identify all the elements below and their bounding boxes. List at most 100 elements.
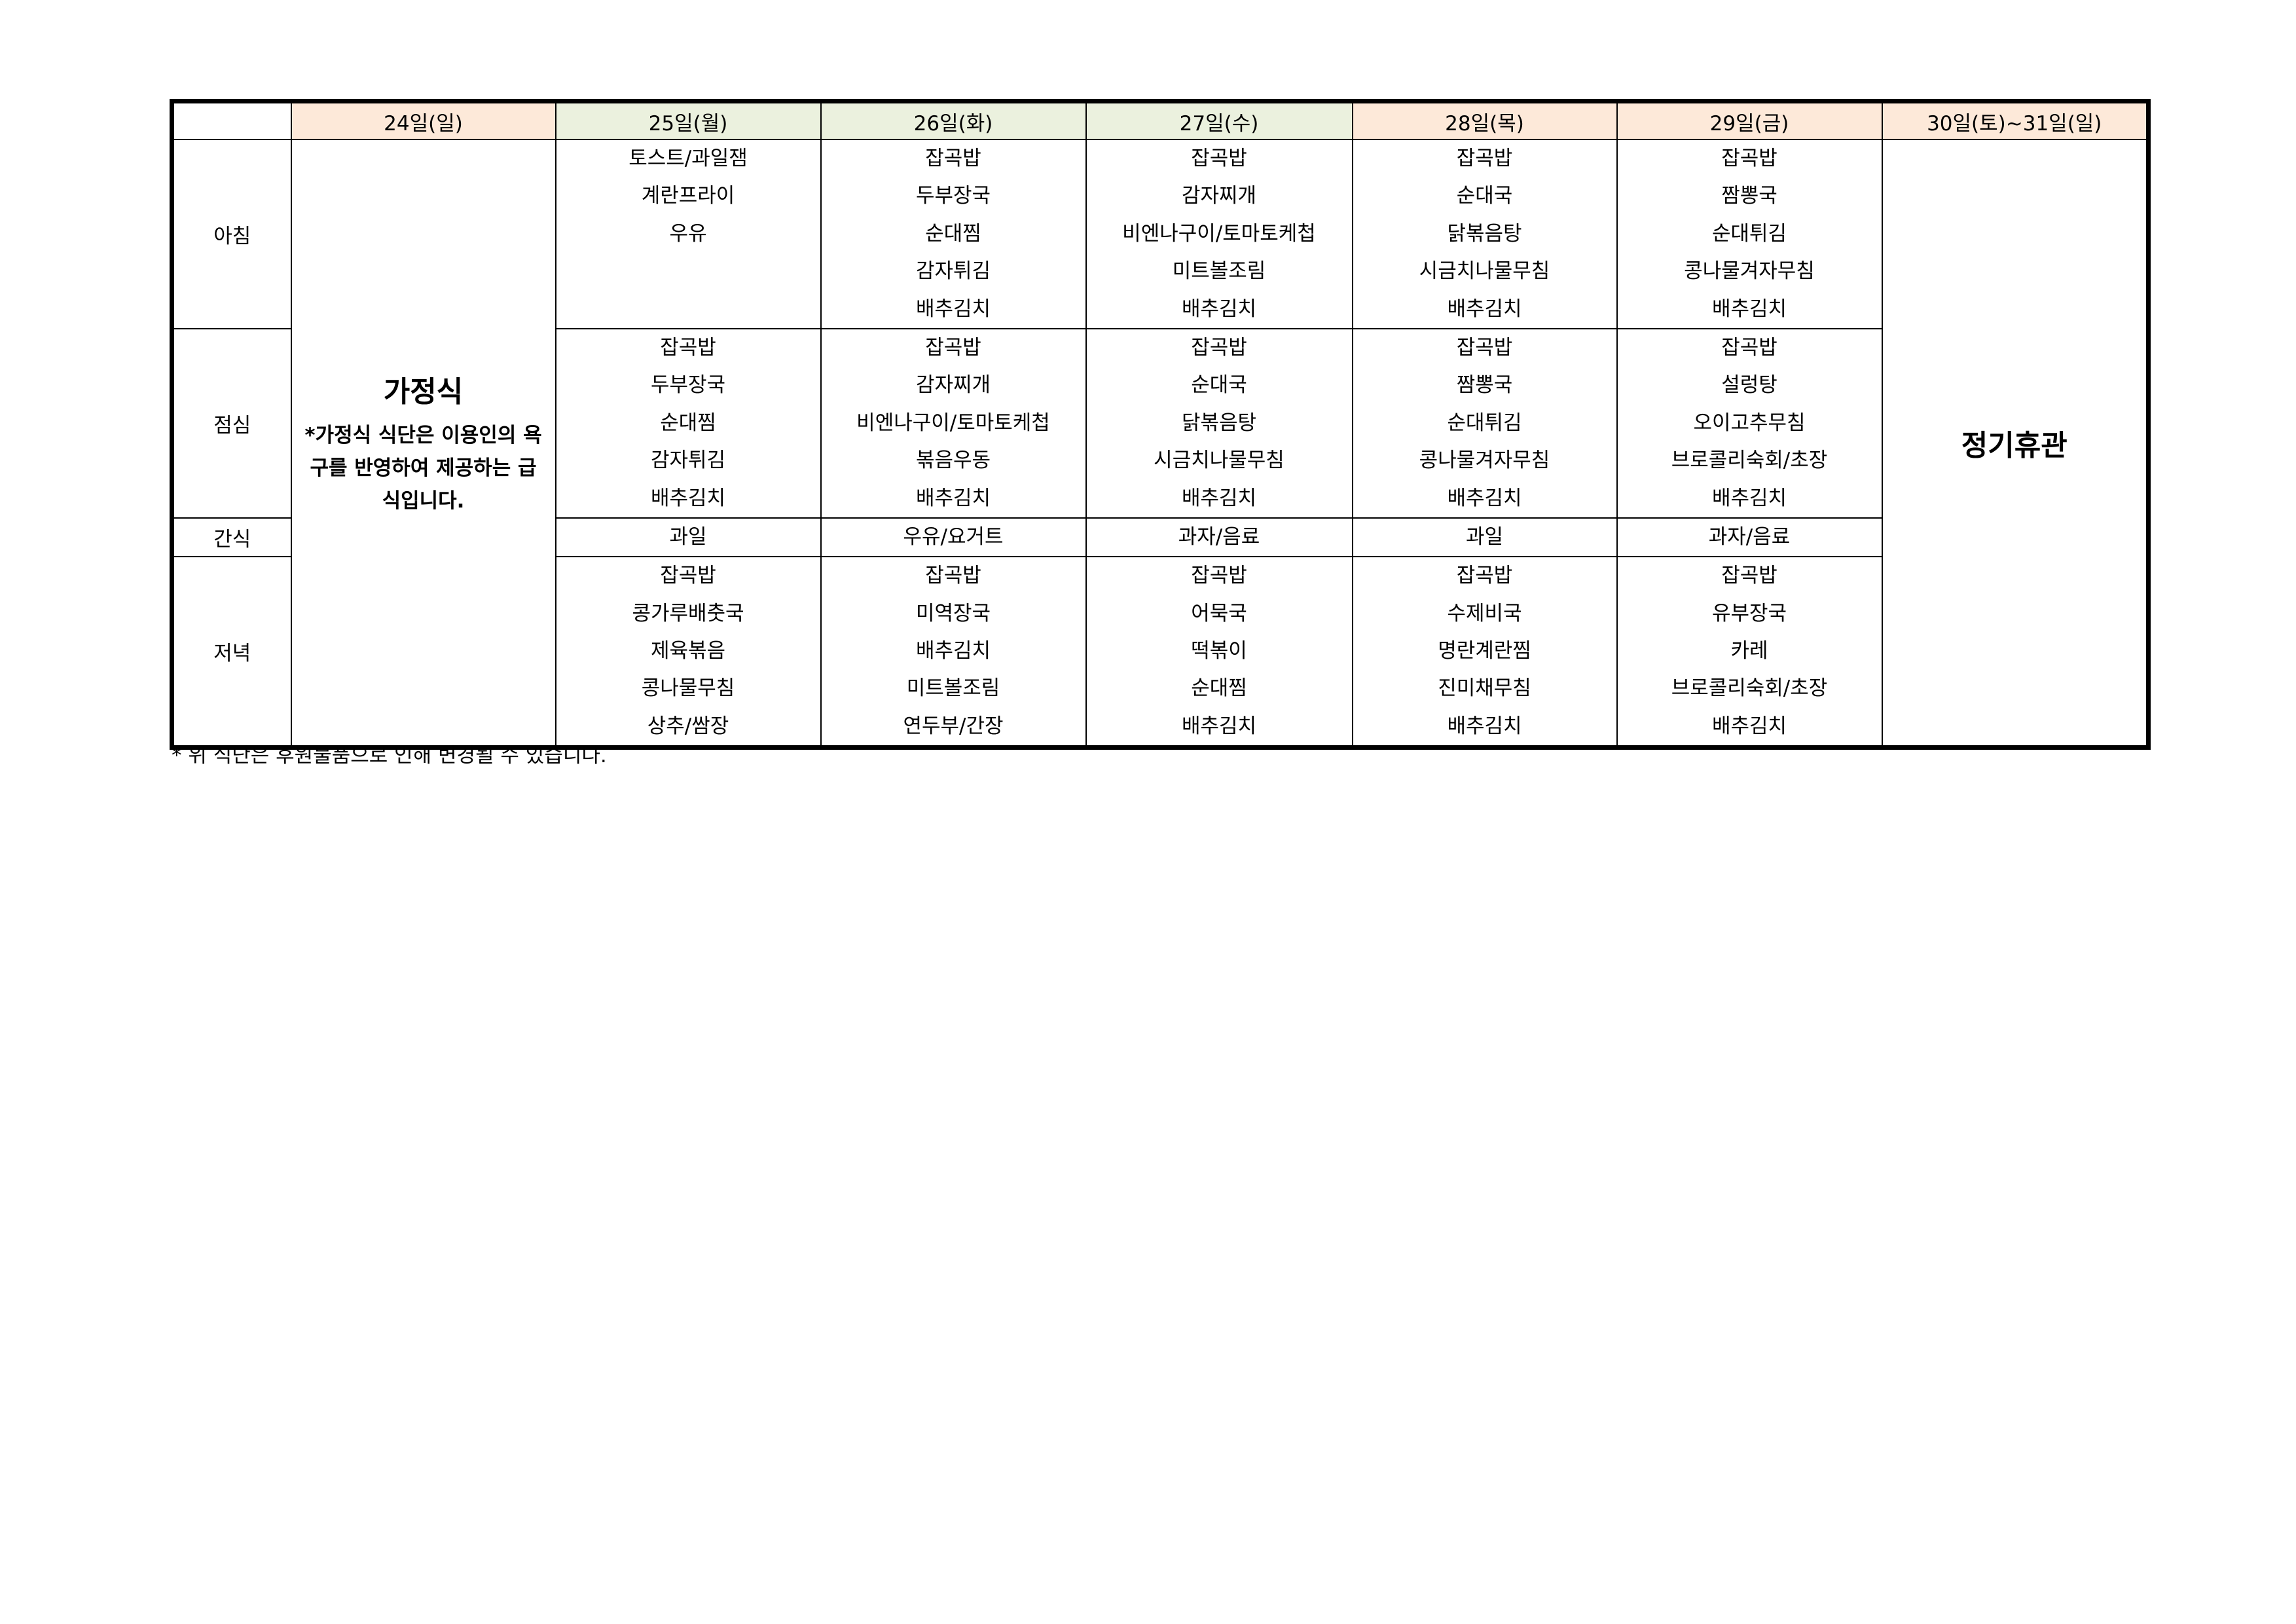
menu-item: 두부장국 [915, 184, 991, 208]
menu-item: 감자튀김 [650, 449, 726, 473]
menu-item: 잡곡밥 [1191, 564, 1247, 588]
menu-item: 시금치나물무침 [1419, 259, 1550, 284]
menu-item: 순대국 [1191, 373, 1247, 397]
meal-cell: 잡곡밥 순대국 닭볶음탕 시금치나물무침 배추김치 [1351, 139, 1618, 329]
menu-item: 짬뽕국 [1721, 184, 1777, 208]
menu-item: 순대찜 [925, 221, 981, 246]
menu-item: 제육볶음 [650, 639, 726, 663]
meal-label: 간식 [171, 517, 292, 558]
menu-item: 짬뽕국 [1456, 373, 1513, 397]
menu-item: 과자/음료 [1178, 525, 1260, 549]
menu-item: 감자찌개 [1181, 184, 1257, 208]
weekly-meal-table: 24일(일) 25일(월) 26일(화) 27일(수) 28일(목) 29일(금) 30일(… [170, 99, 2151, 750]
menu-item: 잡곡밥 [1456, 147, 1513, 170]
menu-item: 감자찌개 [915, 373, 991, 397]
header-row: 24일(일) 25일(월) 26일(화) 27일(수) 28일(목) 29일(금) 30일(… [171, 100, 2149, 140]
menu-item: 배추김치 [1181, 297, 1257, 321]
menu-item: 순대튀김 [1711, 221, 1787, 246]
day-header: 27일(수) [1085, 100, 1353, 140]
meal-label: 저녁 [171, 556, 292, 748]
menu-item: 잡곡밥 [1721, 147, 1777, 170]
meal-cell: 과자/음료 [1085, 517, 1353, 558]
day-header: 28일(목) [1351, 100, 1618, 140]
meal-label: 아침 [171, 139, 292, 329]
menu-item: 잡곡밥 [925, 335, 981, 360]
menu-item: 잡곡밥 [660, 335, 716, 360]
menu-item: 배추김치 [1711, 297, 1787, 321]
menu-item: 잡곡밥 [925, 147, 981, 170]
menu-item: 상추/쌈장 [647, 714, 729, 738]
menu-item: 진미채무침 [1438, 676, 1531, 701]
meal-cell: 잡곡밥 유부장국 카레 브로콜리숙회/초장 배추김치 [1616, 556, 1883, 748]
menu-item: 감자튀김 [915, 259, 991, 284]
menu-item: 연두부/간장 [903, 714, 1004, 738]
menu-item: 과일 [669, 525, 707, 549]
menu-item: 순대튀김 [1447, 411, 1522, 435]
menu-item: 순대국 [1456, 184, 1513, 208]
menu-item: 과일 [1465, 525, 1504, 549]
day-header: 30일(토)~31일(일) [1881, 100, 2149, 140]
meal-cell: 우유/요거트 [820, 517, 1087, 558]
meal-row: 간식 과일 우유/요거트 과자/음료 과일 과자/음료 [171, 517, 2149, 558]
meal-row: 점심 잡곡밥 두부장국 순대찜 감자튀김 배추김치 잡곡밥 감자찌개 비엔나구이/토마토케첩 볶음… [171, 327, 2149, 519]
menu-item: 배추김치 [915, 297, 991, 321]
menu-item: 배추김치 [1711, 714, 1787, 738]
menu-item: 명란계란찜 [1438, 639, 1531, 663]
menu-item: 설렁탕 [1721, 373, 1777, 397]
menu-item: 유부장국 [1711, 601, 1787, 625]
meal-cell: 잡곡밥 미역장국 배추김치 미트볼조림 연두부/간장 [820, 556, 1087, 748]
home-meal-title: 가정식 [383, 375, 464, 409]
home-meal-cell: 가정식 *가정식 식단은 이용인의 욕구를 반영하여 제공하는 급식입니다. [290, 139, 556, 748]
menu-item: 순대찜 [1191, 676, 1247, 701]
menu-item: 미트볼조림 [906, 676, 1000, 701]
menu-item: 떡볶이 [1191, 639, 1247, 663]
menu-item: 잡곡밥 [925, 564, 981, 588]
meal-cell: 잡곡밥 어묵국 떡볶이 순대찜 배추김치 [1085, 556, 1353, 748]
menu-item: 우유/요거트 [903, 525, 1004, 549]
day-header: 25일(월) [555, 100, 822, 140]
meal-cell: 과자/음료 [1616, 517, 1883, 558]
meal-cell: 잡곡밥 콩가루배춧국 제육볶음 콩나물무침 상추/쌈장 [555, 556, 822, 748]
day-header: 29일(금) [1616, 100, 1883, 140]
meal-cell: 잡곡밥 순대국 닭볶음탕 시금치나물무침 배추김치 [1085, 327, 1353, 519]
menu-item: 수제비국 [1447, 601, 1522, 625]
menu-item: 오이고추무침 [1693, 411, 1806, 435]
menu-item: 배추김치 [1181, 714, 1257, 738]
menu-item: 잡곡밥 [1456, 335, 1513, 360]
menu-item: 배추김치 [1447, 714, 1522, 738]
menu-item: 잡곡밥 [1721, 564, 1777, 588]
day-header: 26일(화) [820, 100, 1087, 140]
meal-row: 저녁 잡곡밥 콩가루배춧국 제육볶음 콩나물무침 상추/쌈장 잡곡밥 미역장국 배추김치 미트볼조… [171, 556, 2149, 748]
menu-item: 잡곡밥 [1721, 335, 1777, 360]
menu-item: 닭볶음탕 [1181, 411, 1257, 435]
menu-item: 잡곡밥 [1191, 147, 1247, 170]
menu-item: 배추김치 [1711, 486, 1787, 510]
menu-item: 비엔나구이/토마토케첩 [1122, 221, 1316, 246]
menu-item: 브로콜리숙회/초장 [1671, 449, 1828, 473]
menu-item: 콩나물무침 [641, 676, 735, 701]
menu-item: 볶음우동 [915, 449, 991, 473]
menu-item: 배추김치 [1447, 486, 1522, 510]
menu-item: 시금치나물무침 [1154, 449, 1285, 473]
menu-item: 카레 [1730, 639, 1768, 663]
menu-item: 잡곡밥 [1191, 335, 1247, 360]
menu-item: 배추김치 [915, 639, 991, 663]
meal-cell: 과일 [555, 517, 822, 558]
home-meal-note: *가정식 식단은 이용인의 욕구를 반영하여 제공하는 급식입니다. [304, 424, 542, 513]
day-header: 24일(일) [290, 100, 556, 140]
menu-item: 배추김치 [915, 486, 991, 510]
menu-item: 토스트/과일잼 [629, 147, 748, 170]
menu-item: 닭볶음탕 [1447, 221, 1522, 246]
meal-cell: 잡곡밥 두부장국 순대찜 감자튀김 배추김치 [555, 327, 822, 519]
menu-item: 미트볼조림 [1172, 259, 1266, 284]
corner-cell [171, 100, 292, 140]
meal-label: 점심 [171, 327, 292, 519]
menu-item: 콩나물겨자무침 [1684, 259, 1815, 284]
menu-item: 과자/음료 [1708, 525, 1791, 549]
menu-item: 배추김치 [650, 486, 726, 510]
closed-cell: 정기휴관 [1881, 139, 2149, 748]
